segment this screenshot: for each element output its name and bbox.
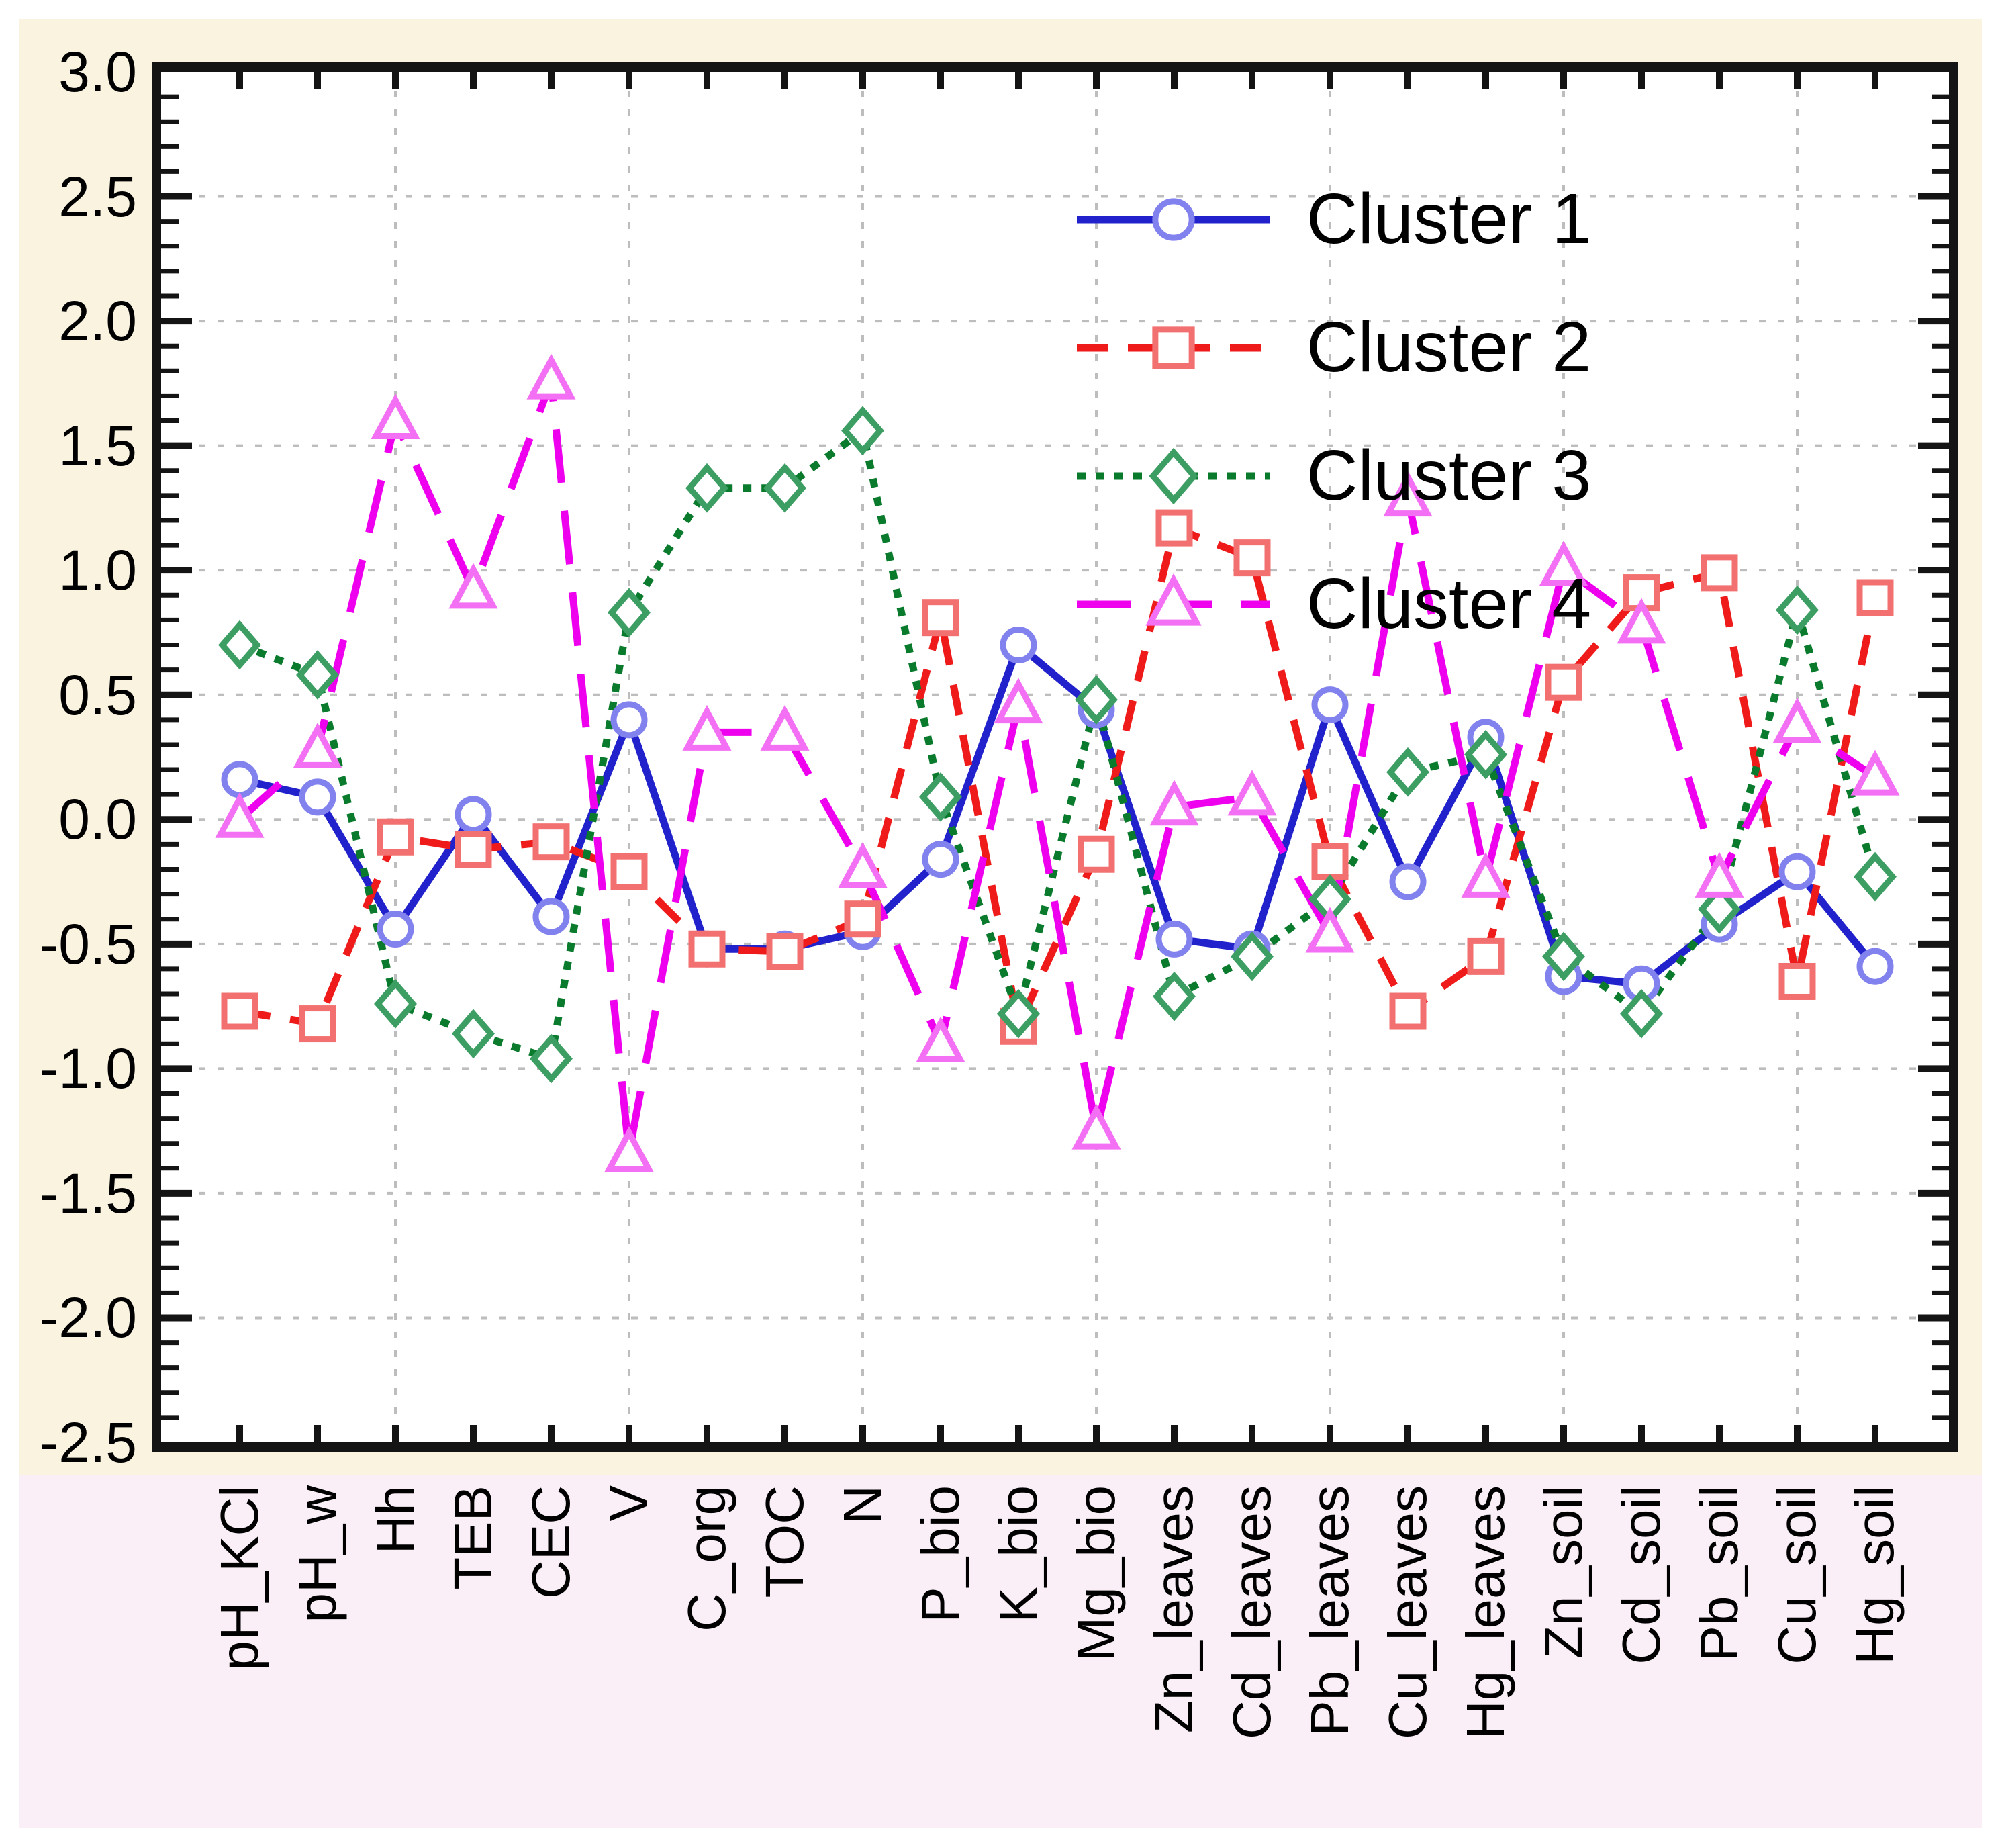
x-category-label: Zn_soil — [1533, 1485, 1593, 1659]
x-category-label: Pb_leaves — [1300, 1485, 1360, 1737]
x-category-label: K_bio — [988, 1485, 1048, 1623]
y-tick-label: -2.5 — [40, 1411, 137, 1474]
x-category-label: Cd_soil — [1611, 1485, 1671, 1665]
y-tick-label: 1.5 — [58, 414, 137, 477]
x-category-label: CEC — [521, 1485, 581, 1599]
y-tick-label: 0.0 — [58, 788, 137, 851]
x-category-label: Hg_leaves — [1456, 1485, 1515, 1740]
x-category-label: Cu_leaves — [1378, 1485, 1437, 1740]
x-category-label: P_bio — [910, 1485, 970, 1623]
y-tick-label: 3.0 — [58, 40, 137, 103]
y-tick-label: -1.5 — [40, 1161, 137, 1225]
legend-label: Cluster 1 — [1306, 179, 1592, 259]
x-category-label: Hg_soil — [1845, 1485, 1905, 1665]
x-category-label: pH_w — [287, 1485, 347, 1623]
legend-item-cluster2: Cluster 2 — [1073, 283, 1591, 412]
y-tick-label: -1.0 — [40, 1037, 137, 1101]
x-category-label: TEB — [443, 1485, 503, 1590]
xlabel-strip-background — [19, 1475, 1982, 1828]
y-tick-label: 2.5 — [58, 165, 137, 228]
cluster4-line-marker-icon — [1077, 573, 1270, 626]
legend-label: Cluster 4 — [1306, 564, 1592, 643]
y-tick-label: 1.0 — [58, 539, 137, 602]
x-category-label: pH_KCl — [209, 1485, 269, 1671]
x-category-label: C_org — [677, 1485, 736, 1632]
x-category-label: Hh — [365, 1485, 425, 1555]
x-category-label: Cd_leaves — [1222, 1485, 1282, 1740]
cluster1-line-marker-icon — [1077, 197, 1270, 241]
cluster3-line-marker-icon — [1077, 447, 1270, 504]
cluster2-line-marker-icon — [1077, 326, 1270, 369]
legend-item-cluster4: Cluster 4 — [1073, 540, 1591, 668]
legend-label: Cluster 3 — [1306, 436, 1592, 515]
x-category-label: V — [599, 1485, 659, 1522]
x-category-label: Zn_leaves — [1144, 1485, 1204, 1734]
x-category-label: Pb_soil — [1689, 1485, 1749, 1662]
x-category-label: N — [832, 1485, 892, 1524]
x-category-label: Cu_soil — [1767, 1485, 1827, 1665]
y-tick-label: -0.5 — [40, 912, 137, 976]
legend-item-cluster3: Cluster 3 — [1073, 412, 1591, 540]
legend-label: Cluster 2 — [1306, 308, 1592, 387]
plot-box — [161, 72, 1949, 1442]
x-category-label: Mg_bio — [1066, 1485, 1126, 1662]
x-category-label: TOC — [755, 1485, 814, 1598]
y-tick-label: 0.5 — [58, 663, 137, 727]
legend-item-cluster1: Cluster 1 — [1073, 155, 1591, 283]
y-tick-label: 2.0 — [58, 289, 137, 353]
legend: Cluster 1 Cluster 2 Cluster 3 Cluster 4 — [1073, 155, 1591, 668]
y-tick-label: -2.0 — [40, 1286, 137, 1350]
